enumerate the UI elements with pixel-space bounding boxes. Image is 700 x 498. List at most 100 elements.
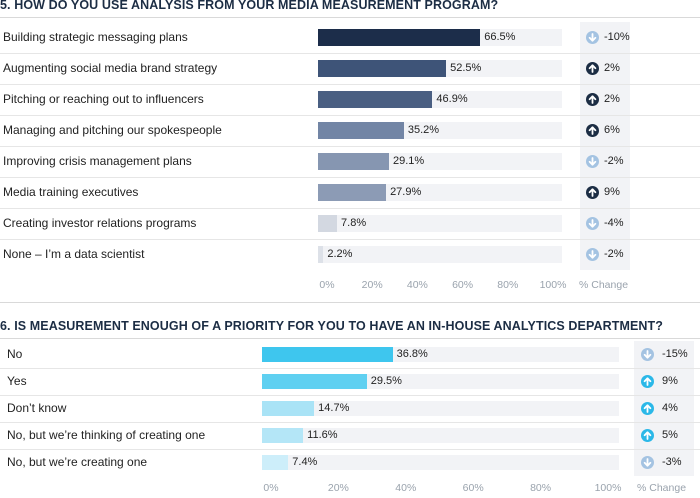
q5-category-label: Improving crisis management plans — [3, 153, 192, 168]
q5-value-label: 46.9% — [436, 92, 468, 105]
q6-value-label: 7.4% — [292, 455, 318, 468]
q5-category-label: Media training executives — [3, 184, 139, 199]
q6-bar-track — [262, 455, 619, 470]
q5-row-separator — [0, 239, 700, 240]
q5-change-value: 2% — [604, 92, 620, 105]
arrow-up-icon — [586, 124, 599, 137]
q5-category-label: Augmenting social media brand strategy — [3, 60, 218, 75]
q5-category-label: None – I’m a data scientist — [3, 246, 145, 261]
q5-value-label: 35.2% — [407, 123, 440, 136]
q5-bar — [318, 91, 433, 108]
q5-x-tick-label: 0% — [319, 279, 335, 291]
q6-category-label: Don’t know — [7, 400, 67, 415]
arrow-down-icon — [586, 217, 599, 230]
q5-change-value: 9% — [604, 185, 620, 198]
q6-value-label: 14.7% — [318, 401, 350, 414]
q5-change-value: -2% — [604, 154, 624, 167]
q5-change-value: -4% — [604, 216, 624, 229]
q5-x-tick-label: 100% — [539, 279, 567, 291]
arrow-up-icon — [586, 186, 599, 199]
q6-change-header: % Change — [637, 482, 687, 494]
q6-change-value: -15% — [662, 347, 688, 360]
q5-row-separator — [0, 84, 700, 85]
q6-x-tick-label: 80% — [530, 482, 552, 494]
q5-change-value: 2% — [604, 61, 620, 74]
q5-value-label: 66.5% — [484, 30, 516, 43]
section-divider — [0, 302, 700, 303]
q6-x-tick-label: 40% — [395, 482, 417, 494]
q5-row-separator — [0, 53, 700, 54]
q5-change-header: % Change — [579, 279, 629, 291]
q6-row-separator — [0, 395, 700, 396]
q5-row-separator — [0, 208, 700, 209]
q5-x-tick-label: 60% — [452, 279, 474, 291]
arrow-down-icon — [641, 348, 654, 361]
q6-bar — [262, 347, 393, 362]
q6-bar-track — [262, 428, 619, 443]
q5-change-value: 6% — [604, 123, 620, 136]
q5-value-label: 52.5% — [450, 61, 482, 74]
arrow-up-icon — [641, 429, 654, 442]
q5-row-separator — [0, 177, 700, 178]
q5-value-label: 2.2% — [327, 247, 353, 260]
q6-category-label: No, but we’re creating one — [7, 454, 148, 469]
q6-change-value: 5% — [662, 428, 678, 441]
q6-category-label: No, but we’re thinking of creating one — [7, 427, 206, 442]
q5-bar-track — [318, 215, 562, 232]
q5-bar — [318, 29, 481, 46]
q6-category-label: Yes — [7, 373, 27, 388]
q5-value-label: 7.8% — [341, 216, 367, 229]
q5-x-tick-label: 20% — [361, 279, 383, 291]
q5-value-label: 27.9% — [390, 185, 422, 198]
q6-value-label: 29.5% — [370, 374, 402, 387]
q6-row-separator — [0, 449, 700, 450]
q5-row-separator — [0, 115, 700, 116]
chart-title-q6: 6. IS MEASUREMENT ENOUGH OF A PRIORITY F… — [0, 319, 664, 333]
q5-bar — [318, 122, 404, 139]
q5-bar — [318, 60, 447, 77]
arrow-down-icon — [586, 155, 599, 168]
arrow-up-icon — [641, 402, 654, 415]
q6-category-label: No — [7, 346, 23, 361]
q5-category-label: Building strategic messaging plans — [3, 29, 188, 44]
q6-row-separator — [0, 368, 700, 369]
q6-bar — [262, 428, 304, 443]
q6-row-separator — [0, 422, 700, 423]
title-divider-q5 — [0, 17, 700, 18]
q6-change-value: 9% — [662, 374, 678, 387]
arrow-up-icon — [586, 93, 599, 106]
arrow-down-icon — [586, 248, 599, 261]
q6-change-value: -3% — [662, 455, 682, 468]
q6-value-label: 11.6% — [307, 428, 338, 441]
q5-change-value: -2% — [604, 247, 624, 260]
q5-bar — [318, 184, 387, 201]
chart-title-q5: 5. HOW DO YOU USE ANALYSIS FROM YOUR MED… — [0, 0, 499, 12]
q6-bar — [262, 374, 367, 389]
arrow-up-icon — [641, 375, 654, 388]
q5-x-tick-label: 80% — [497, 279, 519, 291]
q6-x-tick-label: 20% — [327, 482, 349, 494]
q6-bar-track — [262, 401, 619, 416]
q5-bar — [318, 215, 338, 232]
q5-row-separator — [0, 146, 700, 147]
q6-value-label: 36.8% — [396, 347, 428, 360]
q6-x-tick-label: 100% — [594, 482, 622, 494]
q6-change-value: 4% — [662, 401, 678, 414]
q5-value-label: 29.1% — [393, 154, 425, 167]
q6-bar — [262, 401, 315, 416]
q5-x-tick-label: 40% — [406, 279, 428, 291]
title-divider-q6 — [0, 338, 700, 339]
q5-bar — [318, 153, 389, 170]
q5-bar — [318, 246, 324, 263]
arrow-down-icon — [586, 31, 599, 44]
q5-category-label: Managing and pitching our spokespeople — [3, 122, 222, 137]
arrow-down-icon — [641, 456, 654, 469]
q5-category-label: Pitching or reaching out to influencers — [3, 91, 204, 106]
q5-bar-track — [318, 246, 562, 263]
q5-category-label: Creating investor relations programs — [3, 215, 197, 230]
q6-x-tick-label: 60% — [462, 482, 484, 494]
q6-bar — [262, 455, 289, 470]
arrow-up-icon — [586, 62, 599, 75]
q6-x-tick-label: 0% — [263, 482, 279, 494]
q5-change-value: -10% — [604, 30, 630, 43]
